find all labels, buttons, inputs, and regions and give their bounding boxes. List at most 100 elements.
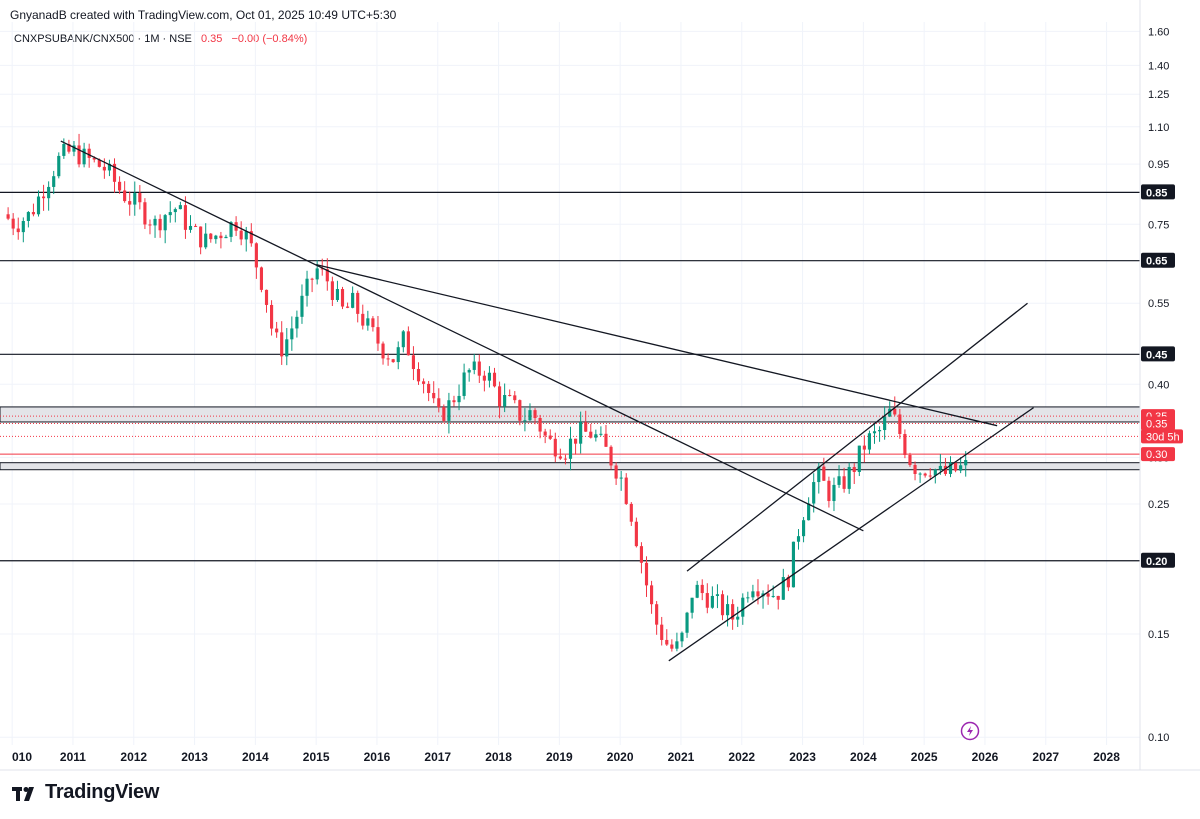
time-axis[interactable]: 010 2011 2012 2013 2014 2015 2016 2017 2018 2019 2… bbox=[0, 750, 1200, 771]
candle-up bbox=[401, 331, 405, 348]
chart-misc bbox=[960, 721, 980, 741]
candle-up bbox=[26, 212, 30, 221]
candle-down bbox=[498, 386, 502, 407]
candle-down bbox=[325, 269, 329, 282]
x-tick-label: 2020 bbox=[607, 750, 634, 764]
trendline bbox=[60, 140, 864, 532]
candle-up bbox=[847, 467, 851, 489]
candle-up bbox=[290, 328, 294, 340]
brand-name: TradingView bbox=[45, 781, 160, 803]
trendline bbox=[668, 407, 1034, 662]
candle-up bbox=[21, 220, 25, 233]
candle-down bbox=[614, 465, 618, 479]
candle-down bbox=[898, 414, 902, 434]
candle-down bbox=[381, 343, 385, 359]
candle-down bbox=[112, 163, 117, 182]
price-tag-label: 0.35 bbox=[1146, 418, 1167, 430]
candle-up bbox=[579, 422, 583, 444]
candle-down bbox=[123, 190, 127, 202]
candle-down bbox=[508, 395, 512, 397]
candle-down bbox=[320, 268, 324, 270]
candle-down bbox=[766, 593, 770, 597]
candle-up bbox=[888, 408, 892, 417]
level-price-tag bbox=[1141, 346, 1175, 362]
candle-down bbox=[437, 398, 441, 408]
y-tick-label: 0.40 bbox=[1148, 379, 1169, 391]
candle-up bbox=[457, 395, 461, 403]
candle-up bbox=[447, 400, 451, 421]
candle-up bbox=[594, 434, 598, 438]
candle-down bbox=[670, 644, 674, 649]
candle-up bbox=[204, 233, 208, 248]
candle-down bbox=[665, 639, 669, 645]
candle-up bbox=[528, 410, 532, 421]
symbol-legend[interactable]: CNXPSUBANK/CNX500 · 1M · NSE 0.35 −0.00 … bbox=[14, 33, 307, 45]
candle-up bbox=[72, 145, 76, 152]
x-tick-label: 2022 bbox=[728, 750, 755, 764]
x-tick-label: 2015 bbox=[303, 750, 330, 764]
brand[interactable]: TradingView bbox=[12, 781, 159, 804]
candle-down bbox=[624, 477, 628, 504]
x-tick-label: 2025 bbox=[911, 750, 938, 764]
price-axis[interactable]: 1.60 1.40 1.25 1.10 0.95 0.85 0.75 0.65 0.55 0.45… bbox=[1139, 0, 1183, 770]
candle-down bbox=[239, 230, 243, 240]
candle-down bbox=[67, 143, 71, 152]
x-tick-label: 2013 bbox=[181, 750, 208, 764]
x-tick-label: 2017 bbox=[424, 750, 451, 764]
candle-up bbox=[715, 594, 720, 596]
candle-down bbox=[543, 431, 547, 436]
candle-up bbox=[802, 520, 806, 537]
candle-down bbox=[538, 417, 542, 432]
y-tick-label: 1.25 bbox=[1148, 89, 1169, 101]
candle-down bbox=[254, 243, 258, 268]
candle-down bbox=[862, 445, 866, 450]
candle-down bbox=[330, 281, 334, 300]
candle-up bbox=[796, 536, 801, 542]
chart-attribution: GnyanadB created with TradingView.com, O… bbox=[10, 8, 397, 22]
candle-down bbox=[411, 355, 416, 370]
candle-down bbox=[629, 503, 633, 522]
candle-down bbox=[928, 475, 932, 477]
x-tick-label: 2014 bbox=[242, 750, 269, 764]
price-tag bbox=[1141, 416, 1175, 431]
zone-band bbox=[0, 406, 1141, 423]
candle-down bbox=[416, 369, 421, 382]
candle-down bbox=[406, 331, 410, 356]
candle-up bbox=[305, 278, 309, 296]
candle-down bbox=[16, 228, 20, 233]
candle-down bbox=[31, 212, 36, 215]
trendline bbox=[686, 302, 1028, 572]
candle-down bbox=[720, 594, 725, 616]
level-price-tag bbox=[1141, 252, 1175, 268]
lightning-glyph bbox=[967, 726, 973, 736]
candle-up bbox=[736, 616, 740, 620]
candle-up bbox=[188, 225, 193, 230]
candle-down bbox=[249, 231, 253, 244]
x-tick-label: 2021 bbox=[668, 750, 695, 764]
candle-up bbox=[52, 176, 56, 187]
candle-down bbox=[492, 372, 497, 387]
candle-up bbox=[107, 163, 112, 171]
candle-down bbox=[194, 225, 198, 227]
candle-up bbox=[878, 430, 882, 432]
candle-up bbox=[872, 431, 877, 434]
candle-up bbox=[224, 236, 228, 239]
trendlines[interactable] bbox=[60, 140, 1034, 662]
candle-up bbox=[741, 597, 745, 617]
candle-down bbox=[558, 456, 562, 459]
candle-up bbox=[710, 595, 714, 608]
candle-down bbox=[604, 433, 608, 447]
y-tick-label: 0.95 bbox=[1148, 159, 1169, 171]
candle-down bbox=[158, 218, 162, 231]
candle-down bbox=[842, 476, 846, 489]
candle-up bbox=[82, 148, 86, 165]
candle-down bbox=[756, 591, 760, 597]
x-tick-label: 2027 bbox=[1032, 750, 1059, 764]
candle-down bbox=[92, 157, 96, 160]
tradingview-logo-icon bbox=[12, 786, 34, 801]
candle-up bbox=[751, 591, 755, 598]
candle-down bbox=[371, 318, 375, 328]
candle-down bbox=[280, 332, 284, 357]
candle-down bbox=[356, 292, 360, 314]
